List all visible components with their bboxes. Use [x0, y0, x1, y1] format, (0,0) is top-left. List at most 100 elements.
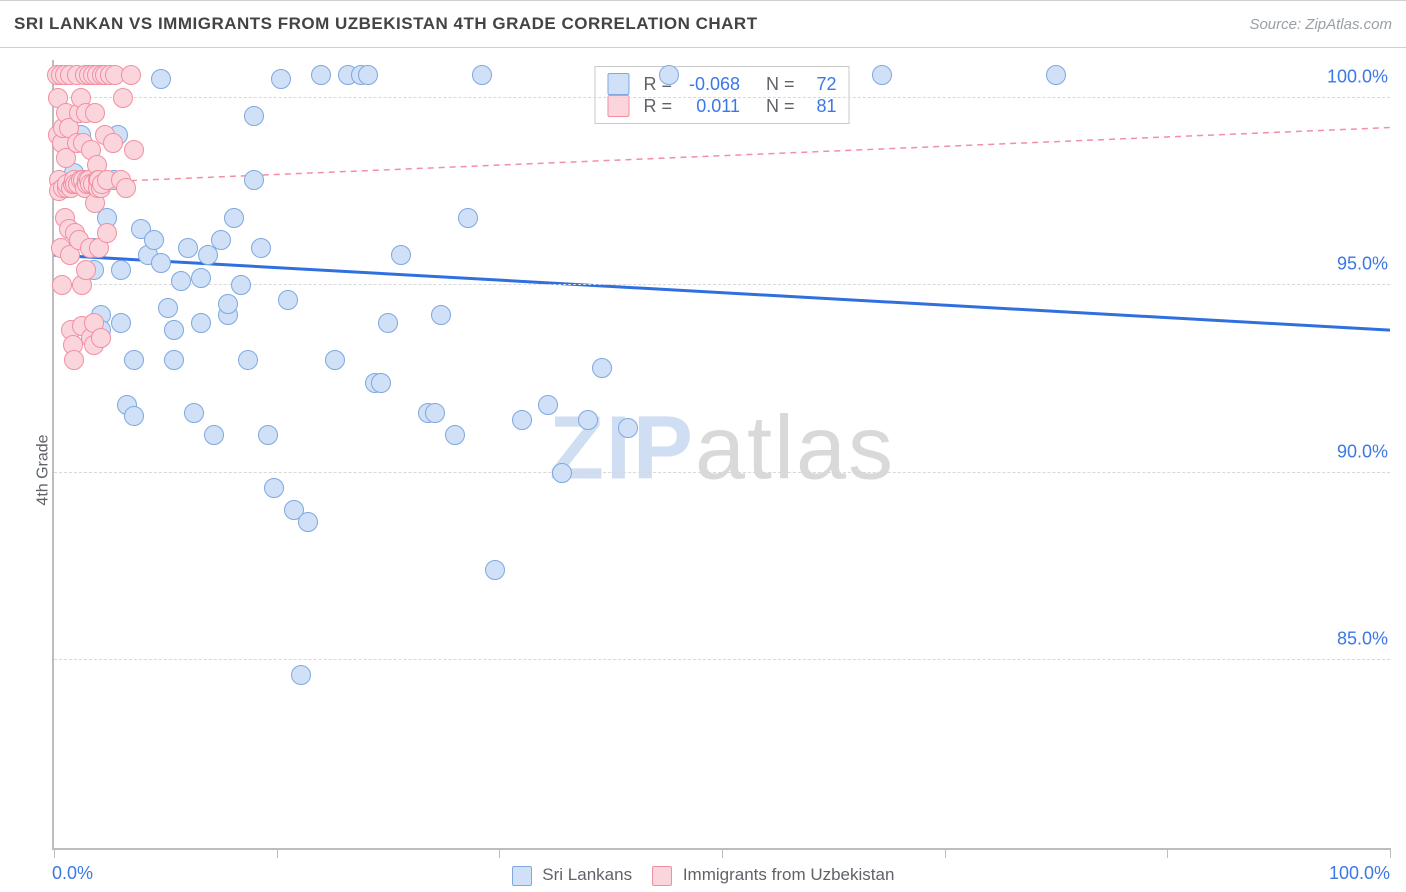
stats-R-uzb: 0.011: [680, 96, 740, 117]
data-point: [151, 253, 171, 273]
plot-region: ZIPatlas R = -0.068 N = 72 R = 0.011 N =…: [52, 60, 1390, 850]
gridline: [54, 472, 1390, 473]
data-point: [76, 260, 96, 280]
data-point: [158, 298, 178, 318]
data-point: [184, 403, 204, 423]
data-point: [52, 275, 72, 295]
data-point: [244, 106, 264, 126]
chart-header: SRI LANKAN VS IMMIGRANTS FROM UZBEKISTAN…: [0, 0, 1406, 48]
gridline: [54, 284, 1390, 285]
data-point: [85, 103, 105, 123]
data-point: [578, 410, 598, 430]
y-tick-label: 100.0%: [1327, 66, 1388, 87]
data-point: [191, 268, 211, 288]
data-point: [204, 425, 224, 445]
correlation-stats-box: R = -0.068 N = 72 R = 0.011 N = 81: [594, 66, 849, 124]
stats-R-label2: R =: [643, 96, 672, 117]
data-point: [231, 275, 251, 295]
data-point: [124, 350, 144, 370]
swatch-uzbekistan-icon: [607, 95, 629, 117]
x-tick: [499, 848, 500, 858]
x-tick: [1390, 848, 1391, 858]
data-point: [113, 88, 133, 108]
data-point: [659, 65, 679, 85]
data-point: [445, 425, 465, 445]
stats-N-uzb: 81: [803, 96, 837, 117]
bottom-legend: Sri Lankans Immigrants from Uzbekistan: [0, 865, 1406, 886]
legend-label-uzb: Immigrants from Uzbekistan: [683, 865, 895, 884]
data-point: [371, 373, 391, 393]
legend-item-uzb: Immigrants from Uzbekistan: [652, 865, 894, 886]
data-point: [171, 271, 191, 291]
data-point: [151, 69, 171, 89]
data-point: [124, 140, 144, 160]
data-point: [485, 560, 505, 580]
data-point: [191, 313, 211, 333]
watermark: ZIPatlas: [549, 397, 895, 500]
data-point: [97, 223, 117, 243]
data-point: [378, 313, 398, 333]
x-tick: [945, 848, 946, 858]
data-point: [1046, 65, 1066, 85]
chart-title: SRI LANKAN VS IMMIGRANTS FROM UZBEKISTAN…: [14, 14, 758, 34]
data-point: [178, 238, 198, 258]
stats-row-pink: R = 0.011 N = 81: [607, 95, 836, 117]
stats-N-label: N =: [766, 74, 795, 95]
data-point: [358, 65, 378, 85]
gridline: [54, 659, 1390, 660]
data-point: [298, 512, 318, 532]
stats-row-blue: R = -0.068 N = 72: [607, 73, 836, 95]
stats-N-sri: 72: [803, 74, 837, 95]
swatch-sri-lankans-icon: [607, 73, 629, 95]
data-point: [552, 463, 572, 483]
legend-label-sri: Sri Lankans: [542, 865, 632, 884]
watermark-rest: atlas: [695, 398, 895, 498]
data-point: [618, 418, 638, 438]
data-point: [278, 290, 298, 310]
data-point: [592, 358, 612, 378]
y-tick-label: 95.0%: [1337, 254, 1388, 275]
data-point: [271, 69, 291, 89]
data-point: [144, 230, 164, 250]
chart-area: 4th Grade ZIPatlas R = -0.068 N = 72 R =…: [0, 48, 1406, 892]
data-point: [211, 230, 231, 250]
data-point: [116, 178, 136, 198]
data-point: [91, 328, 111, 348]
data-point: [218, 294, 238, 314]
data-point: [431, 305, 451, 325]
data-point: [164, 320, 184, 340]
data-point: [291, 665, 311, 685]
stats-N-label2: N =: [766, 96, 795, 117]
data-point: [244, 170, 264, 190]
swatch-sri-lankans-icon: [512, 866, 532, 886]
data-point: [121, 65, 141, 85]
chart-source: Source: ZipAtlas.com: [1249, 16, 1392, 33]
data-point: [311, 65, 331, 85]
data-point: [872, 65, 892, 85]
data-point: [103, 133, 123, 153]
data-point: [538, 395, 558, 415]
data-point: [325, 350, 345, 370]
data-point: [64, 350, 84, 370]
legend-item-sri: Sri Lankans: [512, 865, 633, 886]
data-point: [111, 260, 131, 280]
x-tick: [722, 848, 723, 858]
data-point: [472, 65, 492, 85]
data-point: [512, 410, 532, 430]
data-point: [391, 245, 411, 265]
watermark-zip: ZIP: [549, 398, 695, 498]
data-point: [164, 350, 184, 370]
gridline: [54, 97, 1390, 98]
x-tick: [54, 848, 55, 858]
x-tick: [1167, 848, 1168, 858]
data-point: [258, 425, 278, 445]
data-point: [111, 313, 131, 333]
data-point: [124, 406, 144, 426]
trend-line: [54, 255, 1390, 330]
y-tick-label: 90.0%: [1337, 441, 1388, 462]
data-point: [251, 238, 271, 258]
stats-R-sri: -0.068: [680, 74, 740, 95]
x-tick: [277, 848, 278, 858]
data-point: [264, 478, 284, 498]
data-point: [458, 208, 478, 228]
